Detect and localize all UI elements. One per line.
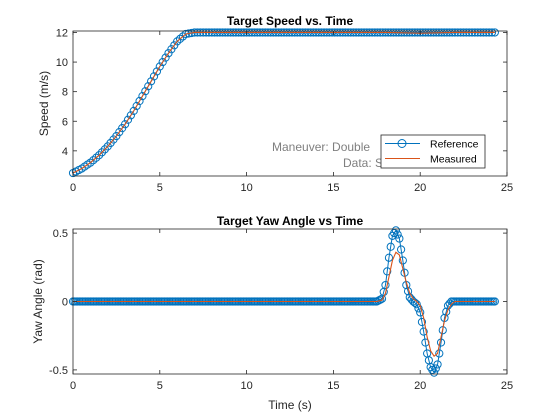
- yaw-reference-point: [419, 327, 428, 336]
- yaw-reference-point: [395, 234, 404, 243]
- maneuver-annotation: Maneuver: Double: [272, 140, 370, 154]
- yaw-reference-point: [383, 267, 392, 276]
- legend-reference-marker: [397, 139, 407, 148]
- legend-box: [380, 134, 486, 169]
- legend: Reference Measured: [380, 134, 486, 169]
- yaw-y-axis-label: Yaw Angle (rad): [31, 259, 45, 344]
- yaw-reference-point: [384, 253, 394, 262]
- data-annotation: Data: S: [343, 156, 383, 170]
- yaw-x-tick-label: 10: [240, 380, 252, 392]
- yaw-measured-line: [73, 251, 495, 358]
- speed-reference-point: [181, 29, 190, 39]
- yaw-y-tick-label: -0.5: [49, 365, 68, 377]
- speed-reference-point: [141, 87, 150, 96]
- speed-measured-line: [72, 31, 495, 174]
- speed-reference-point: [184, 29, 193, 38]
- yaw-x-tick-label: 5: [157, 380, 163, 392]
- legend-measured-label: Measured: [430, 154, 477, 166]
- speed-reference-point: [152, 67, 162, 76]
- speed-reference-point: [149, 72, 159, 81]
- yaw-reference-point: [431, 364, 440, 373]
- yaw-reference-point: [381, 280, 390, 290]
- yaw-reference-point: [416, 308, 425, 317]
- yaw-reference-point: [397, 245, 406, 254]
- speed-reference-point: [161, 53, 170, 62]
- speed-x-tick-label: 10: [240, 182, 252, 194]
- speed-x-tick-label: 15: [327, 182, 339, 194]
- speed-reference-point: [418, 28, 427, 37]
- speed-axes-box: [72, 30, 508, 177]
- speed-axes: 0 5 10 15 20 25 4 6 8 10 12: [56, 27, 513, 194]
- speed-y-tick-label: 12: [56, 27, 68, 39]
- speed-x-tick-label: 20: [414, 182, 426, 194]
- speed-x-tick-label: 0: [70, 182, 76, 194]
- speed-y-tick-label: 8: [62, 87, 68, 99]
- speed-reference-point: [100, 145, 109, 154]
- speed-reference-point: [89, 156, 98, 165]
- speed-reference-point: [120, 120, 130, 129]
- yaw-reference-point: [398, 256, 407, 265]
- yaw-y-tick-label: 0: [62, 297, 68, 309]
- yaw-reference-point: [417, 317, 427, 327]
- yaw-reference-point: [391, 226, 400, 235]
- yaw-plot: Target Yaw Angle vs Time Yaw Angle (rad)…: [31, 214, 513, 412]
- speed-reference-point: [126, 111, 135, 120]
- speed-reference-point: [86, 158, 95, 167]
- yaw-reference-point: [386, 242, 395, 251]
- speed-reference-point: [155, 62, 164, 71]
- yaw-reference-point: [414, 304, 423, 313]
- speed-reference-point: [129, 106, 138, 115]
- speed-reference-point: [132, 101, 141, 111]
- speed-x-tick-label: 5: [157, 182, 163, 194]
- speed-reference-point: [144, 82, 153, 91]
- speed-reference-point: [135, 96, 144, 106]
- yaw-x-tick-label: 15: [327, 380, 339, 392]
- legend-reference-label: Reference: [430, 139, 479, 151]
- speed-reference-point: [97, 148, 107, 157]
- speed-reference-point: [413, 28, 422, 37]
- yaw-x-tick-label: 25: [501, 380, 513, 392]
- speed-y-tick-label: 4: [62, 146, 68, 158]
- speed-x-tick-label: 25: [501, 182, 513, 194]
- speed-reference-point: [416, 28, 425, 37]
- yaw-x-tick-label: 20: [414, 380, 426, 392]
- yaw-series-group: [68, 226, 499, 377]
- yaw-reference-point: [435, 349, 444, 358]
- speed-reference-point: [123, 115, 133, 124]
- yaw-reference-point: [412, 300, 421, 309]
- yaw-plot-title: Target Yaw Angle vs Time: [217, 214, 364, 228]
- speed-y-tick-label: 10: [56, 57, 68, 69]
- speed-plot: Target Speed vs. Time Speed (m/s) 0 5 10 15…: [37, 14, 513, 194]
- speed-plot-title: Target Speed vs. Time: [227, 14, 354, 28]
- speed-reference-point: [138, 92, 147, 101]
- yaw-x-tick-label: 0: [70, 380, 76, 392]
- speed-series-group: [68, 28, 499, 178]
- yaw-reference-point: [376, 295, 385, 304]
- speed-y-axis-label: Speed (m/s): [37, 71, 51, 136]
- speed-reference-point: [158, 57, 167, 67]
- speed-reference-point: [147, 77, 156, 86]
- time-x-axis-label: Time (s): [268, 398, 312, 412]
- speed-reference-point: [94, 151, 104, 160]
- speed-reference-point: [92, 153, 101, 162]
- speed-reference-point: [173, 37, 182, 46]
- yaw-reference-point: [433, 360, 442, 369]
- yaw-y-tick-label: 0.5: [53, 228, 68, 240]
- speed-reference-point: [175, 34, 185, 43]
- yaw-reference-point: [393, 230, 402, 239]
- yaw-reference-point: [429, 368, 439, 377]
- speed-y-tick-label: 6: [62, 116, 68, 128]
- yaw-axes: 0 5 10 15 20 25-0.500.5: [49, 228, 513, 392]
